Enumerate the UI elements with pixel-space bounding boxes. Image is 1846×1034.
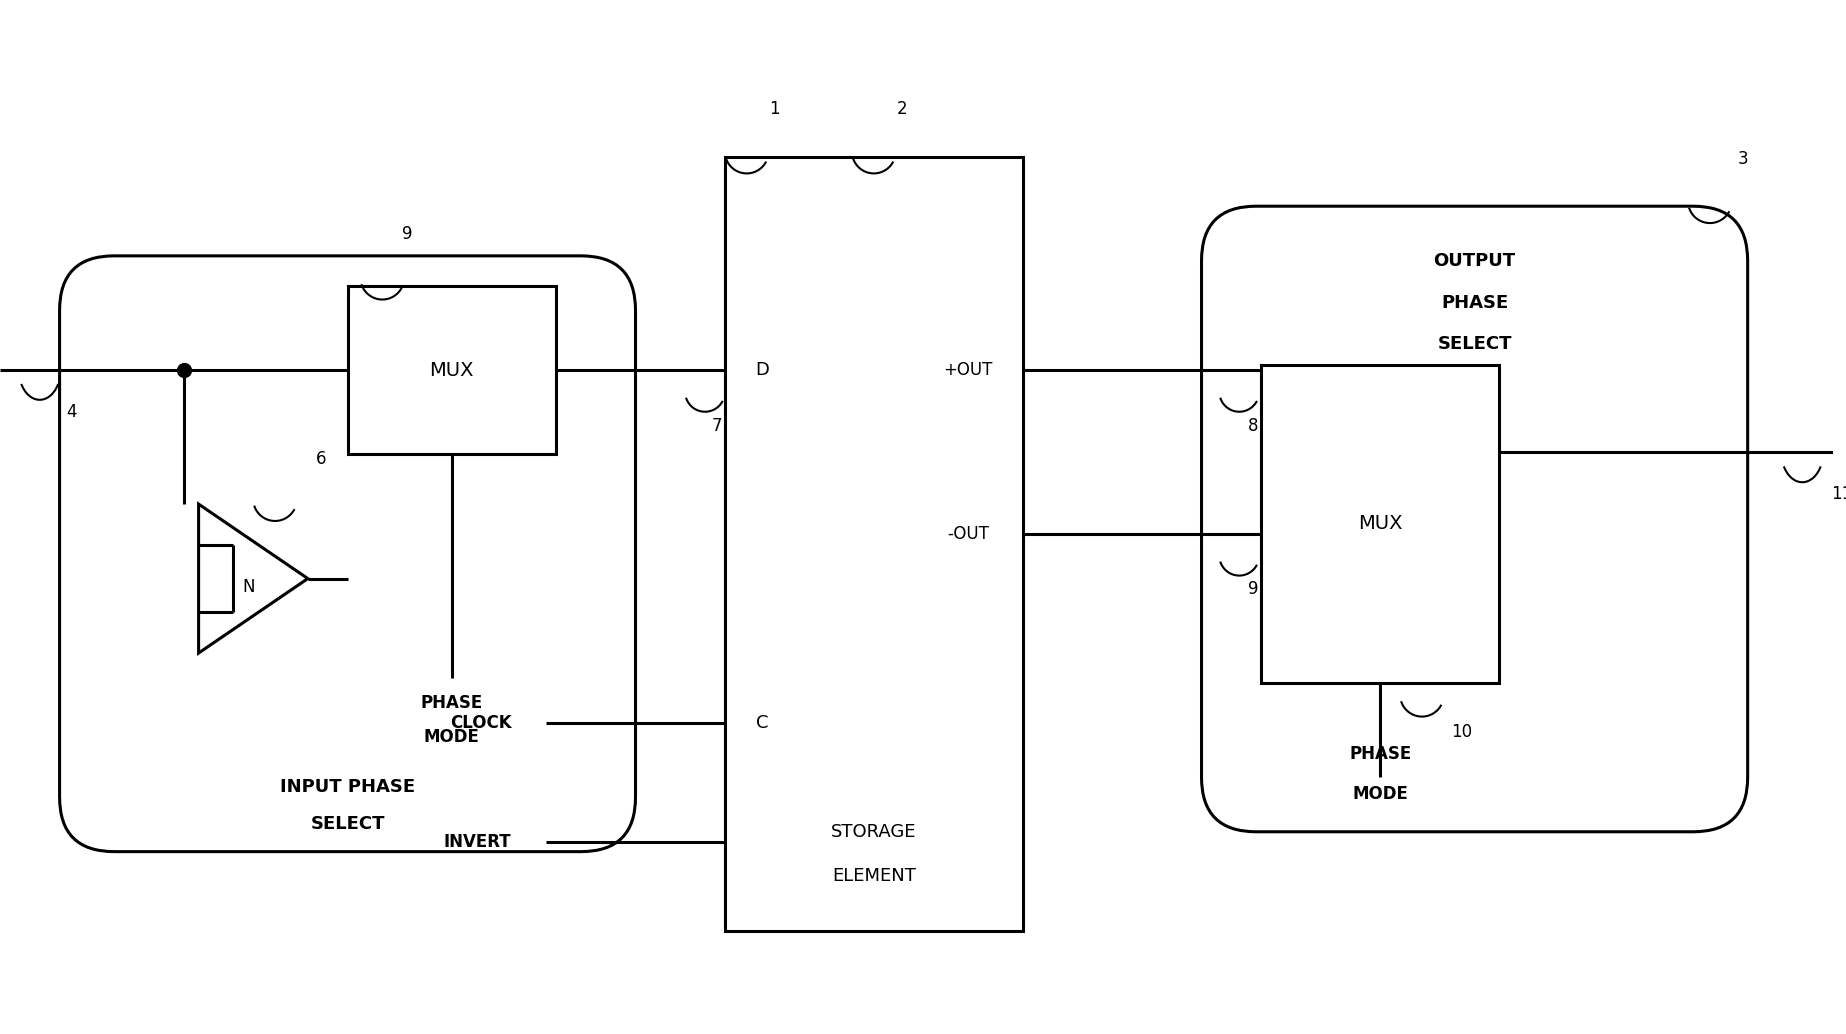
Text: PHASE: PHASE xyxy=(1349,746,1412,763)
Bar xyxy=(725,156,1023,931)
FancyBboxPatch shape xyxy=(59,255,635,852)
Text: 4: 4 xyxy=(66,403,78,421)
Text: N: N xyxy=(242,578,255,596)
Text: MUX: MUX xyxy=(1359,515,1403,534)
Text: 10: 10 xyxy=(1451,724,1473,741)
Bar xyxy=(1261,365,1499,682)
Text: ELEMENT: ELEMENT xyxy=(833,868,916,885)
Text: PHASE: PHASE xyxy=(421,694,484,711)
Text: SELECT: SELECT xyxy=(310,815,384,832)
FancyBboxPatch shape xyxy=(1202,206,1748,831)
Text: STORAGE: STORAGE xyxy=(831,823,917,841)
Text: PHASE: PHASE xyxy=(1442,294,1508,311)
Text: 3: 3 xyxy=(1737,150,1748,168)
Text: 7: 7 xyxy=(713,417,722,434)
Text: 1: 1 xyxy=(770,100,779,118)
Text: D: D xyxy=(755,361,770,379)
Text: 2: 2 xyxy=(897,100,906,118)
Text: 11: 11 xyxy=(1831,485,1846,504)
Bar xyxy=(347,285,556,454)
Text: SELECT: SELECT xyxy=(1438,335,1512,354)
Text: C: C xyxy=(757,713,770,731)
Text: INVERT: INVERT xyxy=(443,832,511,851)
Text: -OUT: -OUT xyxy=(947,525,989,543)
Text: 9: 9 xyxy=(402,225,412,243)
Text: MODE: MODE xyxy=(425,728,480,747)
Text: INPUT PHASE: INPUT PHASE xyxy=(281,779,415,796)
Text: 6: 6 xyxy=(316,451,327,468)
Text: 9: 9 xyxy=(1248,580,1259,599)
Text: CLOCK: CLOCK xyxy=(450,713,511,731)
Text: MUX: MUX xyxy=(430,361,474,379)
Text: OUTPUT: OUTPUT xyxy=(1434,252,1516,270)
Text: 8: 8 xyxy=(1248,417,1259,434)
Text: MODE: MODE xyxy=(1353,785,1408,803)
Text: +OUT: +OUT xyxy=(943,361,993,379)
